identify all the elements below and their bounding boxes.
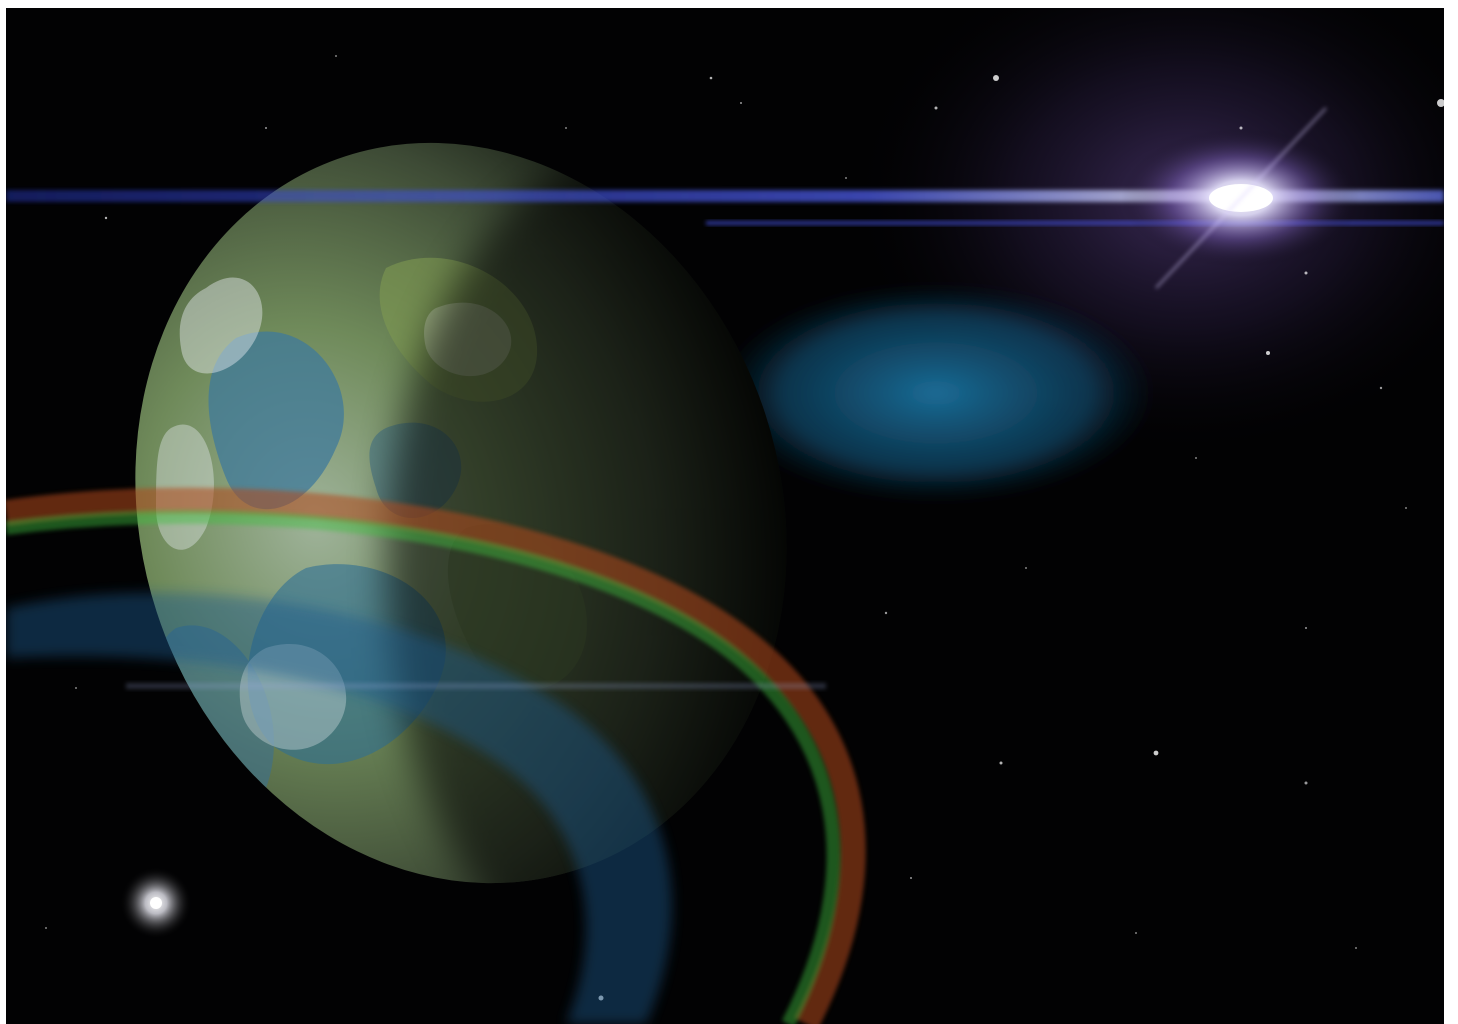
lens-flare-line-secondary: [706, 221, 1444, 225]
ring-green: [6, 509, 841, 1024]
star-diagonal-spike: [1155, 107, 1327, 289]
space-illustration: [6, 8, 1444, 1024]
right-margin: [1444, 0, 1458, 1024]
small-bright-star-core: [150, 897, 162, 909]
space-scene: [6, 8, 1444, 1024]
lens-flare-line: [6, 190, 1444, 202]
blue-halo-arc: [6, 592, 672, 1024]
faint-streak: [126, 683, 826, 689]
ring-red: [6, 487, 866, 1024]
cyan-lens-glow: [716, 283, 1156, 503]
